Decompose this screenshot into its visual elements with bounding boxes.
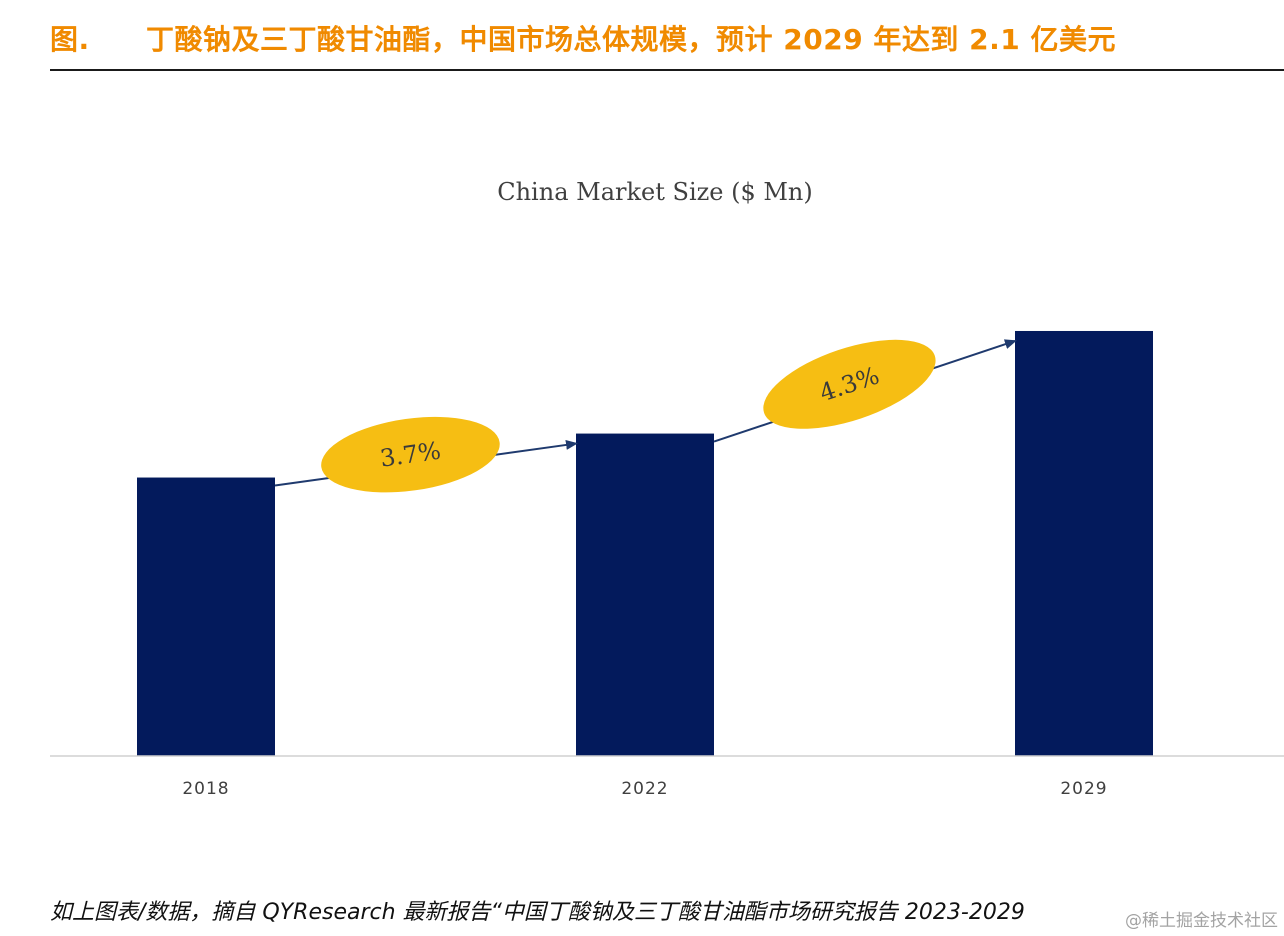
figure-heading: 图. 丁酸钠及三丁酸甘油酯，中国市场总体规模，预计 2029 年达到 2.1 亿美… — [50, 18, 1284, 58]
bar-2022 — [576, 433, 714, 756]
source-note: 如上图表/数据，摘自 QYResearch 最新报告“中国丁酸钠及三丁酸甘油酯市… — [50, 900, 1025, 925]
bar-2018 — [137, 477, 275, 756]
figure-label: 图. — [50, 23, 90, 56]
x-tick-label: 2022 — [621, 779, 668, 799]
figure-title: 丁酸钠及三丁酸甘油酯，中国市场总体规模，预计 2029 年达到 2.1 亿美元 — [146, 23, 1117, 56]
cagr-badge: 4.3% — [763, 339, 936, 429]
cagr-ellipse — [763, 339, 936, 429]
cagr-ellipse — [321, 416, 500, 493]
watermark: @稀土掘金技术社区 — [1125, 911, 1278, 931]
bar-chart: China Market Size ($ Mn) 2018 2022 2029 3.… — [50, 178, 1284, 799]
header-divider — [50, 69, 1284, 71]
bar-2029 — [1015, 330, 1153, 756]
cagr-badge: 3.7% — [321, 416, 500, 493]
x-tick-label: 2018 — [182, 779, 229, 799]
chart-title: China Market Size ($ Mn) — [497, 178, 813, 206]
x-tick-label: 2029 — [1060, 779, 1107, 799]
